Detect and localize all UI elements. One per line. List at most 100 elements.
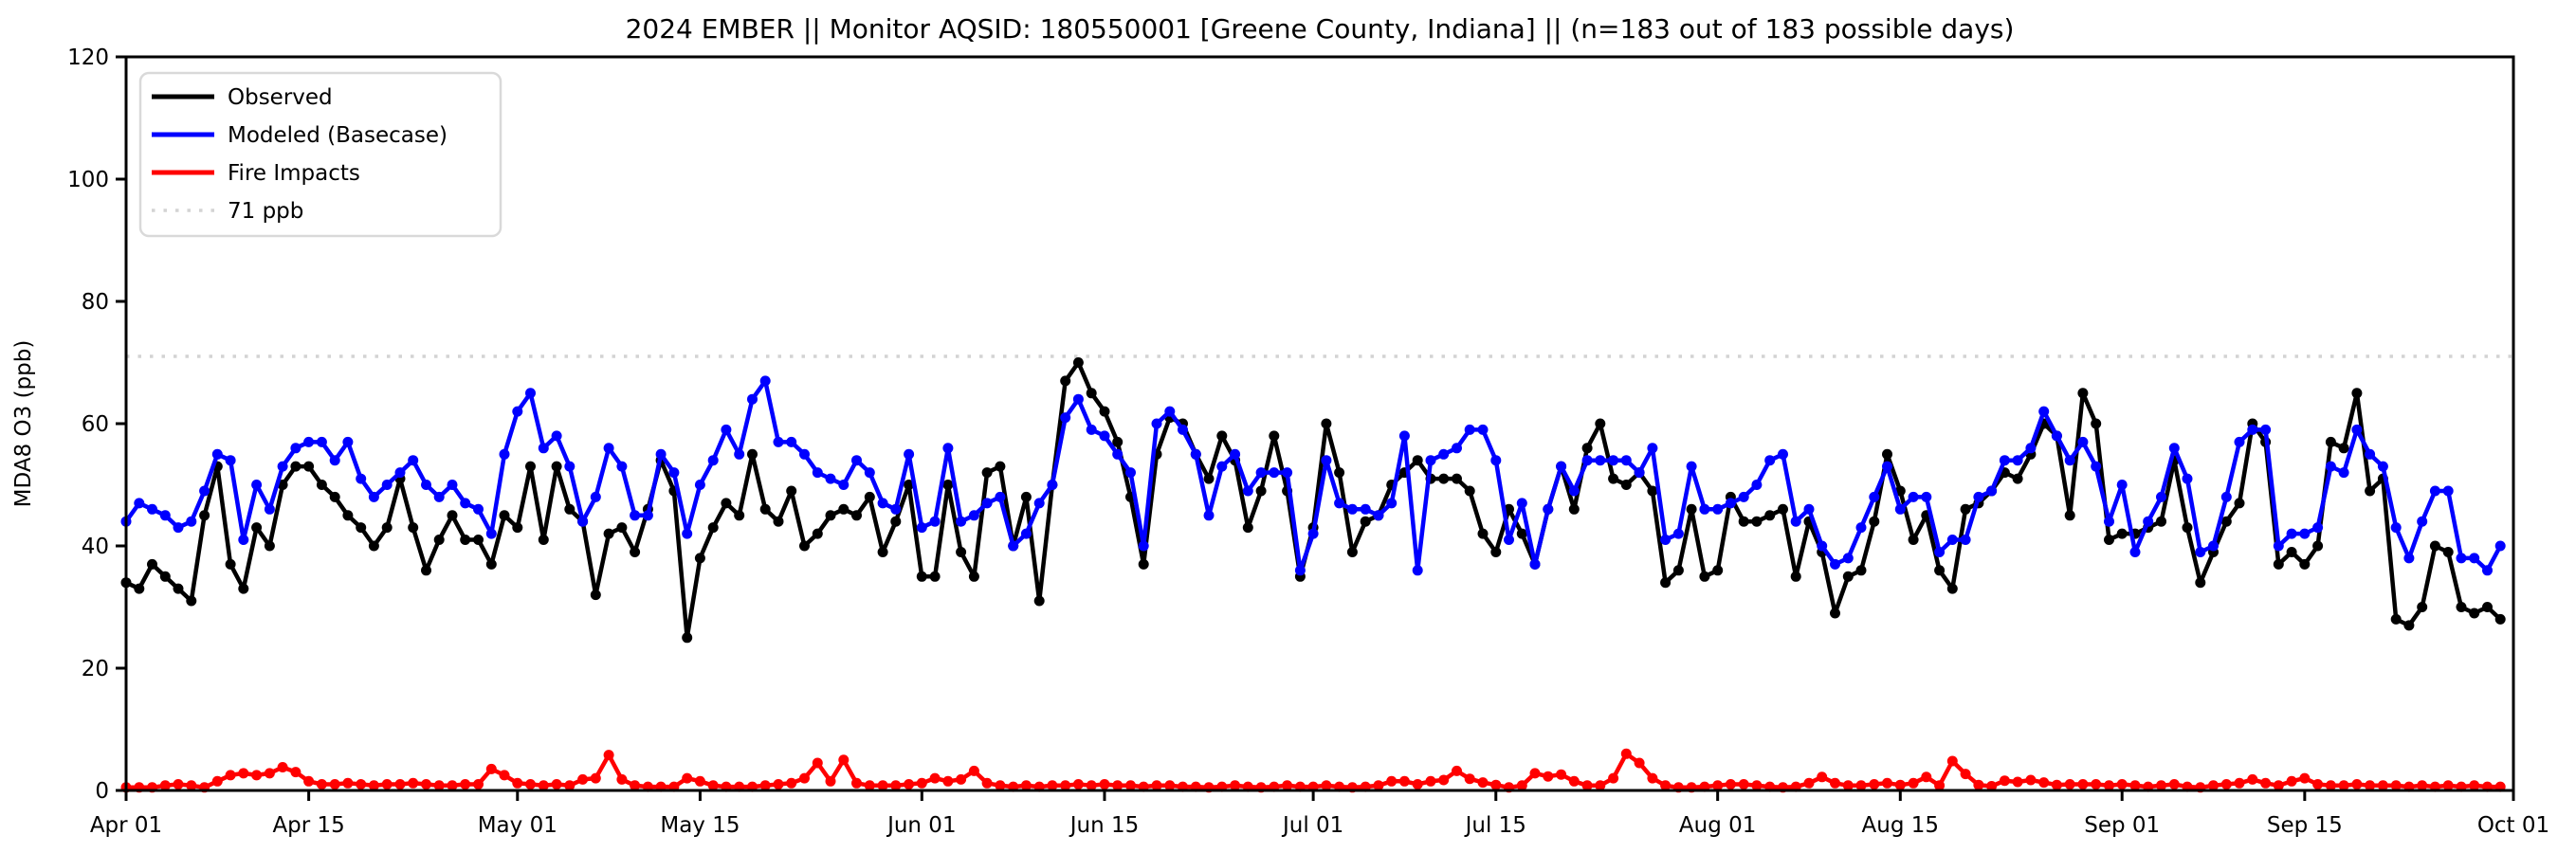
data-point — [2312, 522, 2324, 534]
data-point — [225, 558, 236, 570]
data-point — [551, 461, 562, 472]
data-point — [1908, 777, 1919, 789]
data-point — [616, 522, 628, 534]
data-point — [525, 461, 536, 472]
data-point — [1452, 443, 1462, 454]
x-tick-label: May 01 — [478, 813, 557, 838]
data-point — [1725, 498, 1736, 509]
data-point — [1138, 558, 1149, 570]
data-point — [2077, 779, 2089, 789]
data-point — [995, 461, 1006, 472]
data-point — [2091, 779, 2102, 789]
data-point — [264, 768, 275, 779]
data-point — [1986, 781, 1998, 791]
data-point — [303, 436, 315, 447]
legend-label: 71 ppb — [228, 199, 303, 224]
data-point — [211, 775, 223, 787]
data-point — [1412, 779, 1423, 789]
data-point — [342, 777, 354, 789]
data-point — [2469, 780, 2480, 791]
data-point — [799, 448, 810, 460]
data-point — [734, 448, 745, 460]
data-point — [2456, 553, 2467, 564]
data-point — [329, 779, 340, 789]
x-tick-label: Oct 01 — [2477, 813, 2549, 838]
data-point — [147, 503, 157, 515]
data-point — [1346, 503, 1358, 515]
data-point — [1543, 771, 1554, 782]
data-point — [1869, 516, 1880, 527]
data-point — [1269, 467, 1280, 479]
data-point — [2025, 774, 2037, 786]
data-point — [2116, 779, 2128, 789]
data-point — [1999, 775, 2010, 787]
data-point — [929, 571, 941, 582]
data-point — [1581, 443, 1593, 454]
data-point — [2182, 522, 2193, 534]
data-point — [1230, 780, 1241, 791]
data-point — [838, 480, 850, 490]
data-point — [2482, 565, 2493, 576]
data-point — [707, 522, 719, 534]
data-point — [1477, 777, 1489, 789]
data-point — [1660, 535, 1672, 545]
x-tick-label: Jul 15 — [1464, 813, 1526, 838]
data-point — [707, 455, 719, 466]
data-point — [2156, 491, 2166, 502]
data-point — [499, 510, 510, 521]
data-point — [316, 779, 327, 789]
data-point — [1568, 775, 1580, 787]
data-point — [968, 510, 979, 521]
y-tick-label: 40 — [82, 535, 109, 559]
data-point — [981, 467, 993, 479]
data-point — [134, 583, 145, 594]
data-point — [1686, 503, 1697, 515]
data-point — [525, 779, 536, 789]
data-point — [225, 455, 236, 466]
data-point — [2038, 406, 2050, 417]
data-point — [2025, 443, 2037, 454]
data-point — [356, 522, 367, 534]
data-point — [499, 770, 510, 781]
data-point — [2365, 448, 2376, 460]
data-point — [864, 491, 875, 502]
data-point — [1738, 516, 1749, 527]
data-series-layer — [120, 357, 2506, 793]
data-point — [1712, 565, 1724, 576]
data-point — [1490, 779, 1502, 790]
data-point — [1020, 491, 1032, 502]
data-point — [1490, 547, 1502, 557]
data-point — [368, 491, 379, 502]
data-point — [460, 535, 471, 545]
data-point — [2365, 780, 2376, 791]
data-point — [2325, 461, 2336, 472]
data-point — [1360, 503, 1371, 515]
x-tick-label: Apr 15 — [272, 813, 344, 838]
data-point — [1060, 780, 1071, 791]
data-point — [1138, 540, 1149, 552]
data-point — [1452, 765, 1462, 776]
data-point — [525, 388, 536, 399]
data-point — [2338, 467, 2349, 479]
data-point — [1934, 565, 1946, 576]
data-point — [1242, 485, 1253, 497]
data-point — [655, 448, 667, 460]
data-point — [2286, 775, 2297, 787]
data-point — [1255, 485, 1267, 497]
data-point — [342, 510, 354, 521]
data-point — [2168, 443, 2180, 454]
data-point — [2012, 473, 2023, 484]
x-tick-label: Jun 01 — [886, 813, 957, 838]
y-tick-label: 20 — [82, 657, 109, 681]
data-point — [2299, 558, 2311, 570]
data-point — [2482, 602, 2493, 612]
data-point — [159, 510, 171, 521]
data-point — [916, 777, 927, 789]
data-point — [225, 770, 236, 781]
data-point — [694, 775, 705, 787]
data-point — [264, 503, 275, 515]
data-point — [1855, 780, 1867, 791]
data-point — [2220, 779, 2232, 789]
data-point — [904, 448, 915, 460]
